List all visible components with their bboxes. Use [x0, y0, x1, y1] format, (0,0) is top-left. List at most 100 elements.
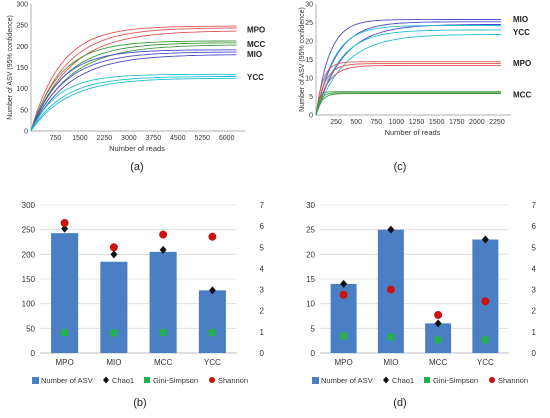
line-chart-1: 0 5 10 15 20 25 30 250 500 750 1000 1250 1500 1750 200…: [299, 2, 531, 174]
legend-label: Shannon: [218, 376, 248, 385]
category-label: MCC: [154, 358, 172, 367]
rarefaction-curve-mcc: [315, 93, 501, 116]
x-tick-label: 2250: [489, 119, 505, 126]
rarefaction-curve-mio: [30, 49, 237, 132]
rarefaction-curve-mcc: [315, 91, 501, 116]
legend-swatch: [383, 376, 389, 384]
y-axis-label: Number of ASV (95% confidence): [7, 15, 14, 120]
y-tick-label: 300: [16, 2, 28, 9]
x-tick-label: 2250: [97, 135, 113, 142]
marker-gini-simpson: [208, 329, 216, 337]
category-label: MIO: [106, 358, 121, 367]
x-tick-label: 2000: [469, 119, 485, 126]
panel-letter: (b): [133, 397, 146, 409]
series-label-mpo: MPO: [513, 59, 531, 68]
marker-chao1: [61, 224, 69, 233]
category-label: MPO: [335, 358, 353, 367]
y-tick-label: 0: [311, 349, 316, 358]
series-label-mcc: MCC: [513, 90, 531, 99]
x-tick-label: 500: [350, 119, 362, 126]
y-tick-label: 20: [305, 39, 313, 46]
bar-chart-2: 0 50 100 150 200 250 300 0 1 2 3 4 5 6 7 MPO MIO MCC YCC Nu…: [22, 201, 265, 409]
y2-tick-label: 4: [260, 264, 265, 273]
marker-gini-simpson: [387, 333, 395, 341]
category-label: MIO: [383, 358, 398, 367]
bar-number-of-asv: [198, 290, 226, 353]
x-tick-label: 1750: [449, 119, 465, 126]
y-tick-label: 10: [305, 76, 313, 83]
marker-chao1: [340, 279, 348, 288]
rarefaction-curve-ycc: [315, 25, 501, 116]
legend-label: Chao1: [112, 376, 134, 385]
marker-chao1: [208, 286, 216, 295]
marker-gini-simpson: [61, 328, 69, 336]
y2-tick-label: 5: [532, 243, 537, 252]
y2-tick-label: 2: [260, 307, 265, 316]
y-tick-label: 100: [22, 300, 36, 309]
legend-label: Number of ASV: [41, 376, 93, 385]
marker-shannon: [159, 230, 168, 239]
y-tick-label: 30: [305, 2, 313, 9]
y-tick-label: 5: [309, 94, 313, 101]
marker-shannon: [339, 290, 348, 299]
y-tick-label: 200: [16, 44, 28, 51]
marker-shannon: [208, 232, 217, 241]
legend-swatch: [103, 376, 109, 384]
x-tick-label: 1500: [72, 135, 88, 142]
marker-chao1: [434, 319, 442, 328]
y-tick-label: 0: [309, 113, 313, 120]
y-tick-label: 15: [305, 57, 313, 64]
x-tick-label: 750: [50, 135, 62, 142]
panel-letter: (c): [394, 161, 407, 173]
panel-letter: (d): [393, 397, 406, 409]
panel-letter: (a): [130, 161, 143, 173]
rarefaction-curve-mpo: [30, 25, 237, 132]
category-label: MCC: [429, 358, 447, 367]
y2-tick-label: 1: [260, 328, 265, 337]
rarefaction-curve-mpo: [30, 30, 237, 132]
bar-number-of-asv: [149, 251, 177, 353]
legend-swatch: [489, 377, 495, 383]
x-axis-label: Number of reads: [385, 128, 441, 137]
y-tick-label: 0: [24, 129, 28, 136]
x-tick-label: 750: [370, 119, 382, 126]
rarefaction-curve-mpo: [30, 27, 237, 132]
marker-shannon: [434, 310, 443, 319]
y-tick-label: 50: [26, 324, 35, 333]
y-axis-label: Number of ASV (95% confidence): [299, 7, 306, 112]
y2-tick-label: 3: [260, 286, 265, 295]
y2-tick-label: 0: [532, 349, 537, 358]
marker-shannon: [109, 243, 118, 252]
legend-swatch: [424, 377, 430, 383]
x-tick-label: 3000: [121, 135, 137, 142]
x-tick-label: 250: [330, 119, 342, 126]
rarefaction-curve-mio: [315, 21, 501, 116]
category-label: MPO: [56, 358, 74, 367]
marker-chao1: [159, 245, 167, 254]
legend-label: Gini-Simpson: [433, 376, 478, 385]
rarefaction-curve-mio: [30, 51, 237, 132]
marker-shannon: [386, 285, 395, 294]
y2-tick-label: 1: [532, 328, 537, 337]
y-tick-label: 100: [16, 86, 28, 93]
y-tick-label: 5: [311, 324, 316, 333]
y2-tick-label: 7: [260, 201, 265, 210]
marker-chao1: [481, 235, 489, 244]
x-tick-label: 4500: [170, 135, 186, 142]
bar-number-of-asv: [472, 239, 499, 353]
rarefaction-curve-ycc: [30, 77, 237, 132]
rarefaction-curve-mpo: [315, 63, 501, 116]
category-label: YCC: [477, 358, 494, 367]
y2-tick-label: 4: [532, 264, 537, 273]
y-tick-label: 250: [22, 226, 36, 235]
x-axis-label: Number of reads: [109, 144, 165, 153]
legend-label: Gini-Simpson: [153, 376, 198, 385]
legend-swatch: [312, 377, 319, 384]
rarefaction-curve-mio: [30, 54, 237, 132]
y2-tick-label: 0: [260, 349, 265, 358]
legend-label: Number of ASV: [321, 376, 373, 385]
y-tick-label: 50: [20, 107, 28, 114]
rarefaction-curve-ycc: [315, 29, 501, 116]
y2-tick-label: 5: [260, 243, 265, 252]
